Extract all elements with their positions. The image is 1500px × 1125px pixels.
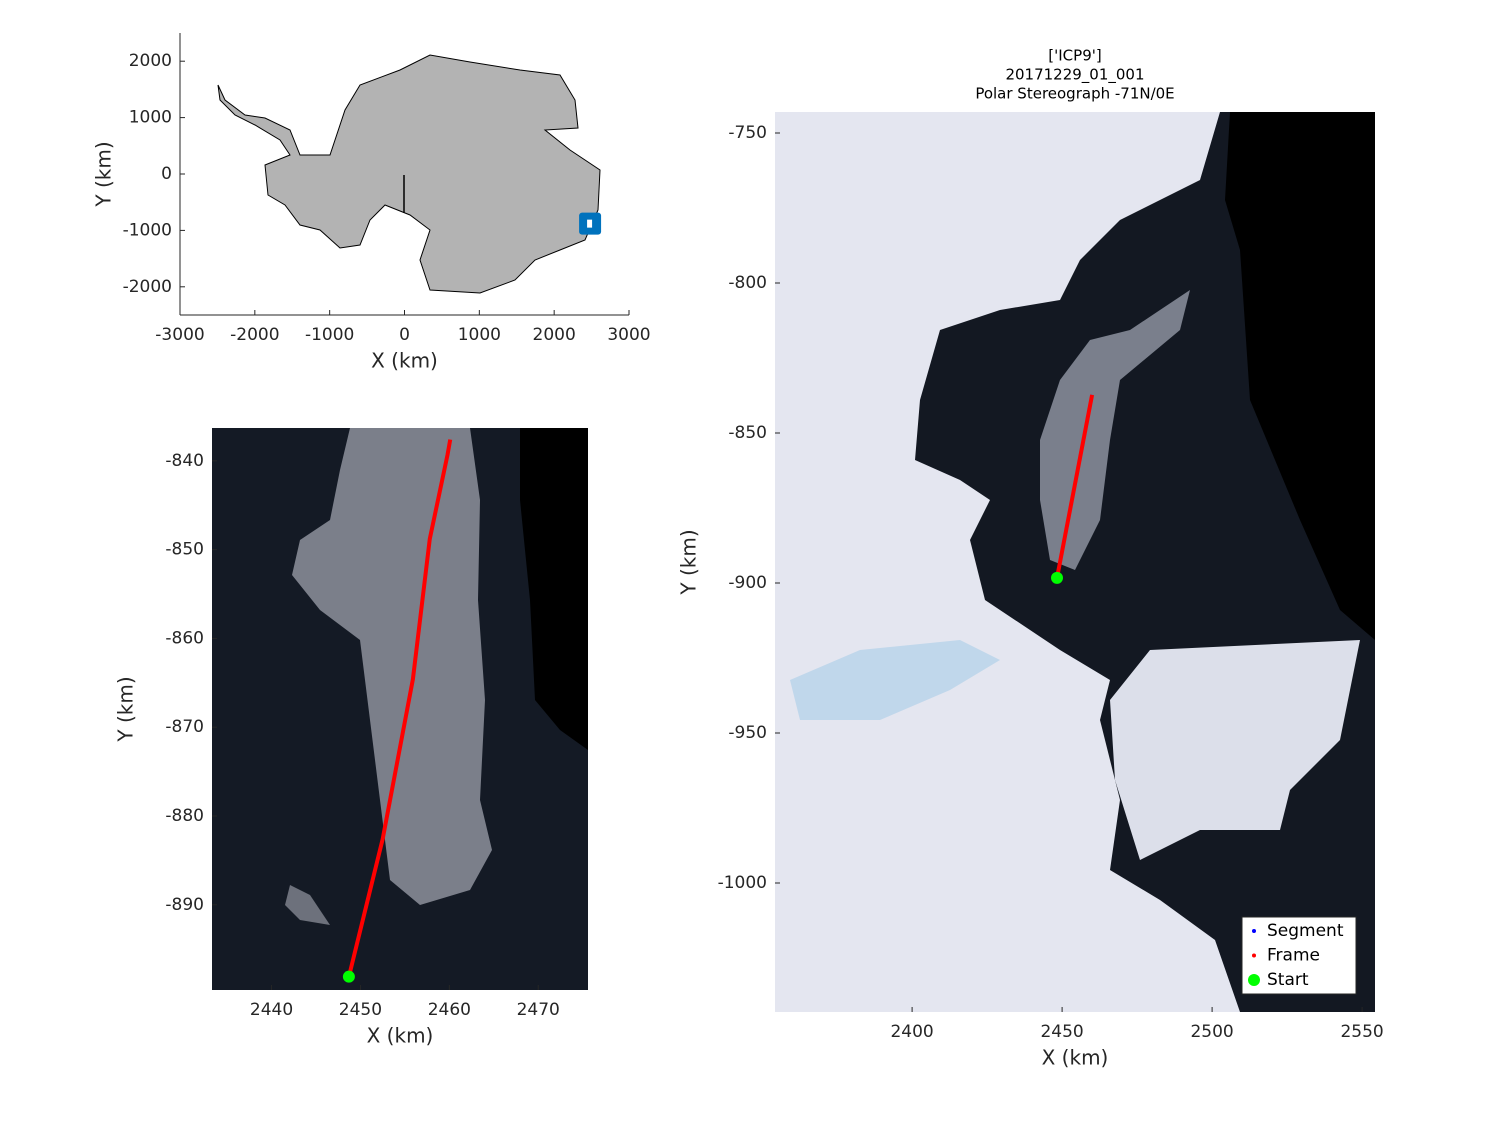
x-axis-label: X (km) (371, 349, 438, 373)
y-tick-label: -870 (165, 717, 204, 737)
legend-marker (1252, 953, 1256, 958)
chart-title: Polar Stereograph -71N/0E (975, 85, 1174, 103)
y-tick-label: -860 (165, 628, 204, 648)
y-tick-label: 1000 (129, 108, 172, 128)
x-tick-label: 2000 (533, 325, 576, 345)
x-tick-label: -3000 (155, 325, 204, 345)
imagery (1225, 112, 1375, 640)
y-tick-label: -800 (728, 273, 767, 293)
y-tick-label: 2000 (129, 51, 172, 71)
legend-label: Segment (1267, 921, 1344, 941)
track (1055, 394, 1095, 579)
x-tick-label: 2550 (1340, 1022, 1383, 1042)
start-point (342, 970, 355, 983)
imagery (790, 640, 1000, 720)
x-tick-label: 2500 (1190, 1022, 1233, 1042)
chart-title: ['ICP9'] (1048, 47, 1101, 65)
y-axis-label: Y (km) (114, 676, 138, 742)
y-axis-label: Y (km) (92, 141, 116, 207)
y-tick-label: -850 (728, 423, 767, 443)
y-tick-label: 0 (161, 164, 172, 184)
legend-box (1241, 916, 1357, 995)
imagery (775, 112, 1240, 1012)
x-tick-label: 0 (399, 325, 410, 345)
x-tick-label: -1000 (305, 325, 354, 345)
location-inner (587, 219, 593, 228)
y-tick-label: -880 (165, 806, 204, 826)
y-tick-label: -850 (165, 540, 204, 560)
imagery (285, 885, 330, 925)
x-tick-label: 2450 (1040, 1022, 1083, 1042)
y-tick-label: -900 (728, 573, 767, 593)
start-point (1051, 571, 1063, 584)
x-tick-label: 2470 (517, 1000, 560, 1020)
y-tick-label: -1000 (718, 873, 767, 893)
continent-outline (217, 54, 601, 294)
x-tick-label: 2460 (428, 1000, 471, 1020)
imagery (1040, 290, 1190, 570)
x-axis-label: X (km) (1042, 1046, 1109, 1070)
imagery (292, 428, 492, 905)
x-tick-label: 2400 (890, 1022, 933, 1042)
y-tick-label: -840 (165, 451, 204, 471)
x-tick-label: -2000 (230, 325, 279, 345)
x-tick-label: 2450 (339, 1000, 382, 1020)
y-tick-label: -750 (728, 123, 767, 143)
legend-marker (1252, 929, 1256, 933)
x-tick-label: 1000 (458, 325, 501, 345)
x-axis-label: X (km) (367, 1024, 434, 1048)
x-tick-label: 2440 (250, 1000, 293, 1020)
legend-label: Frame (1267, 946, 1320, 966)
y-tick-label: -890 (165, 895, 204, 915)
y-axis-label: Y (km) (677, 529, 701, 595)
imagery (1110, 640, 1360, 860)
y-tick-label: -2000 (123, 277, 172, 297)
x-tick-label: 3000 (607, 325, 650, 345)
legend-marker (1248, 974, 1260, 986)
y-tick-label: -950 (728, 723, 767, 743)
imagery (520, 428, 588, 750)
y-tick-label: -1000 (123, 220, 172, 240)
legend-label: Start (1267, 970, 1309, 990)
chart-title: 20171229_01_001 (1005, 66, 1144, 85)
track (346, 439, 453, 978)
